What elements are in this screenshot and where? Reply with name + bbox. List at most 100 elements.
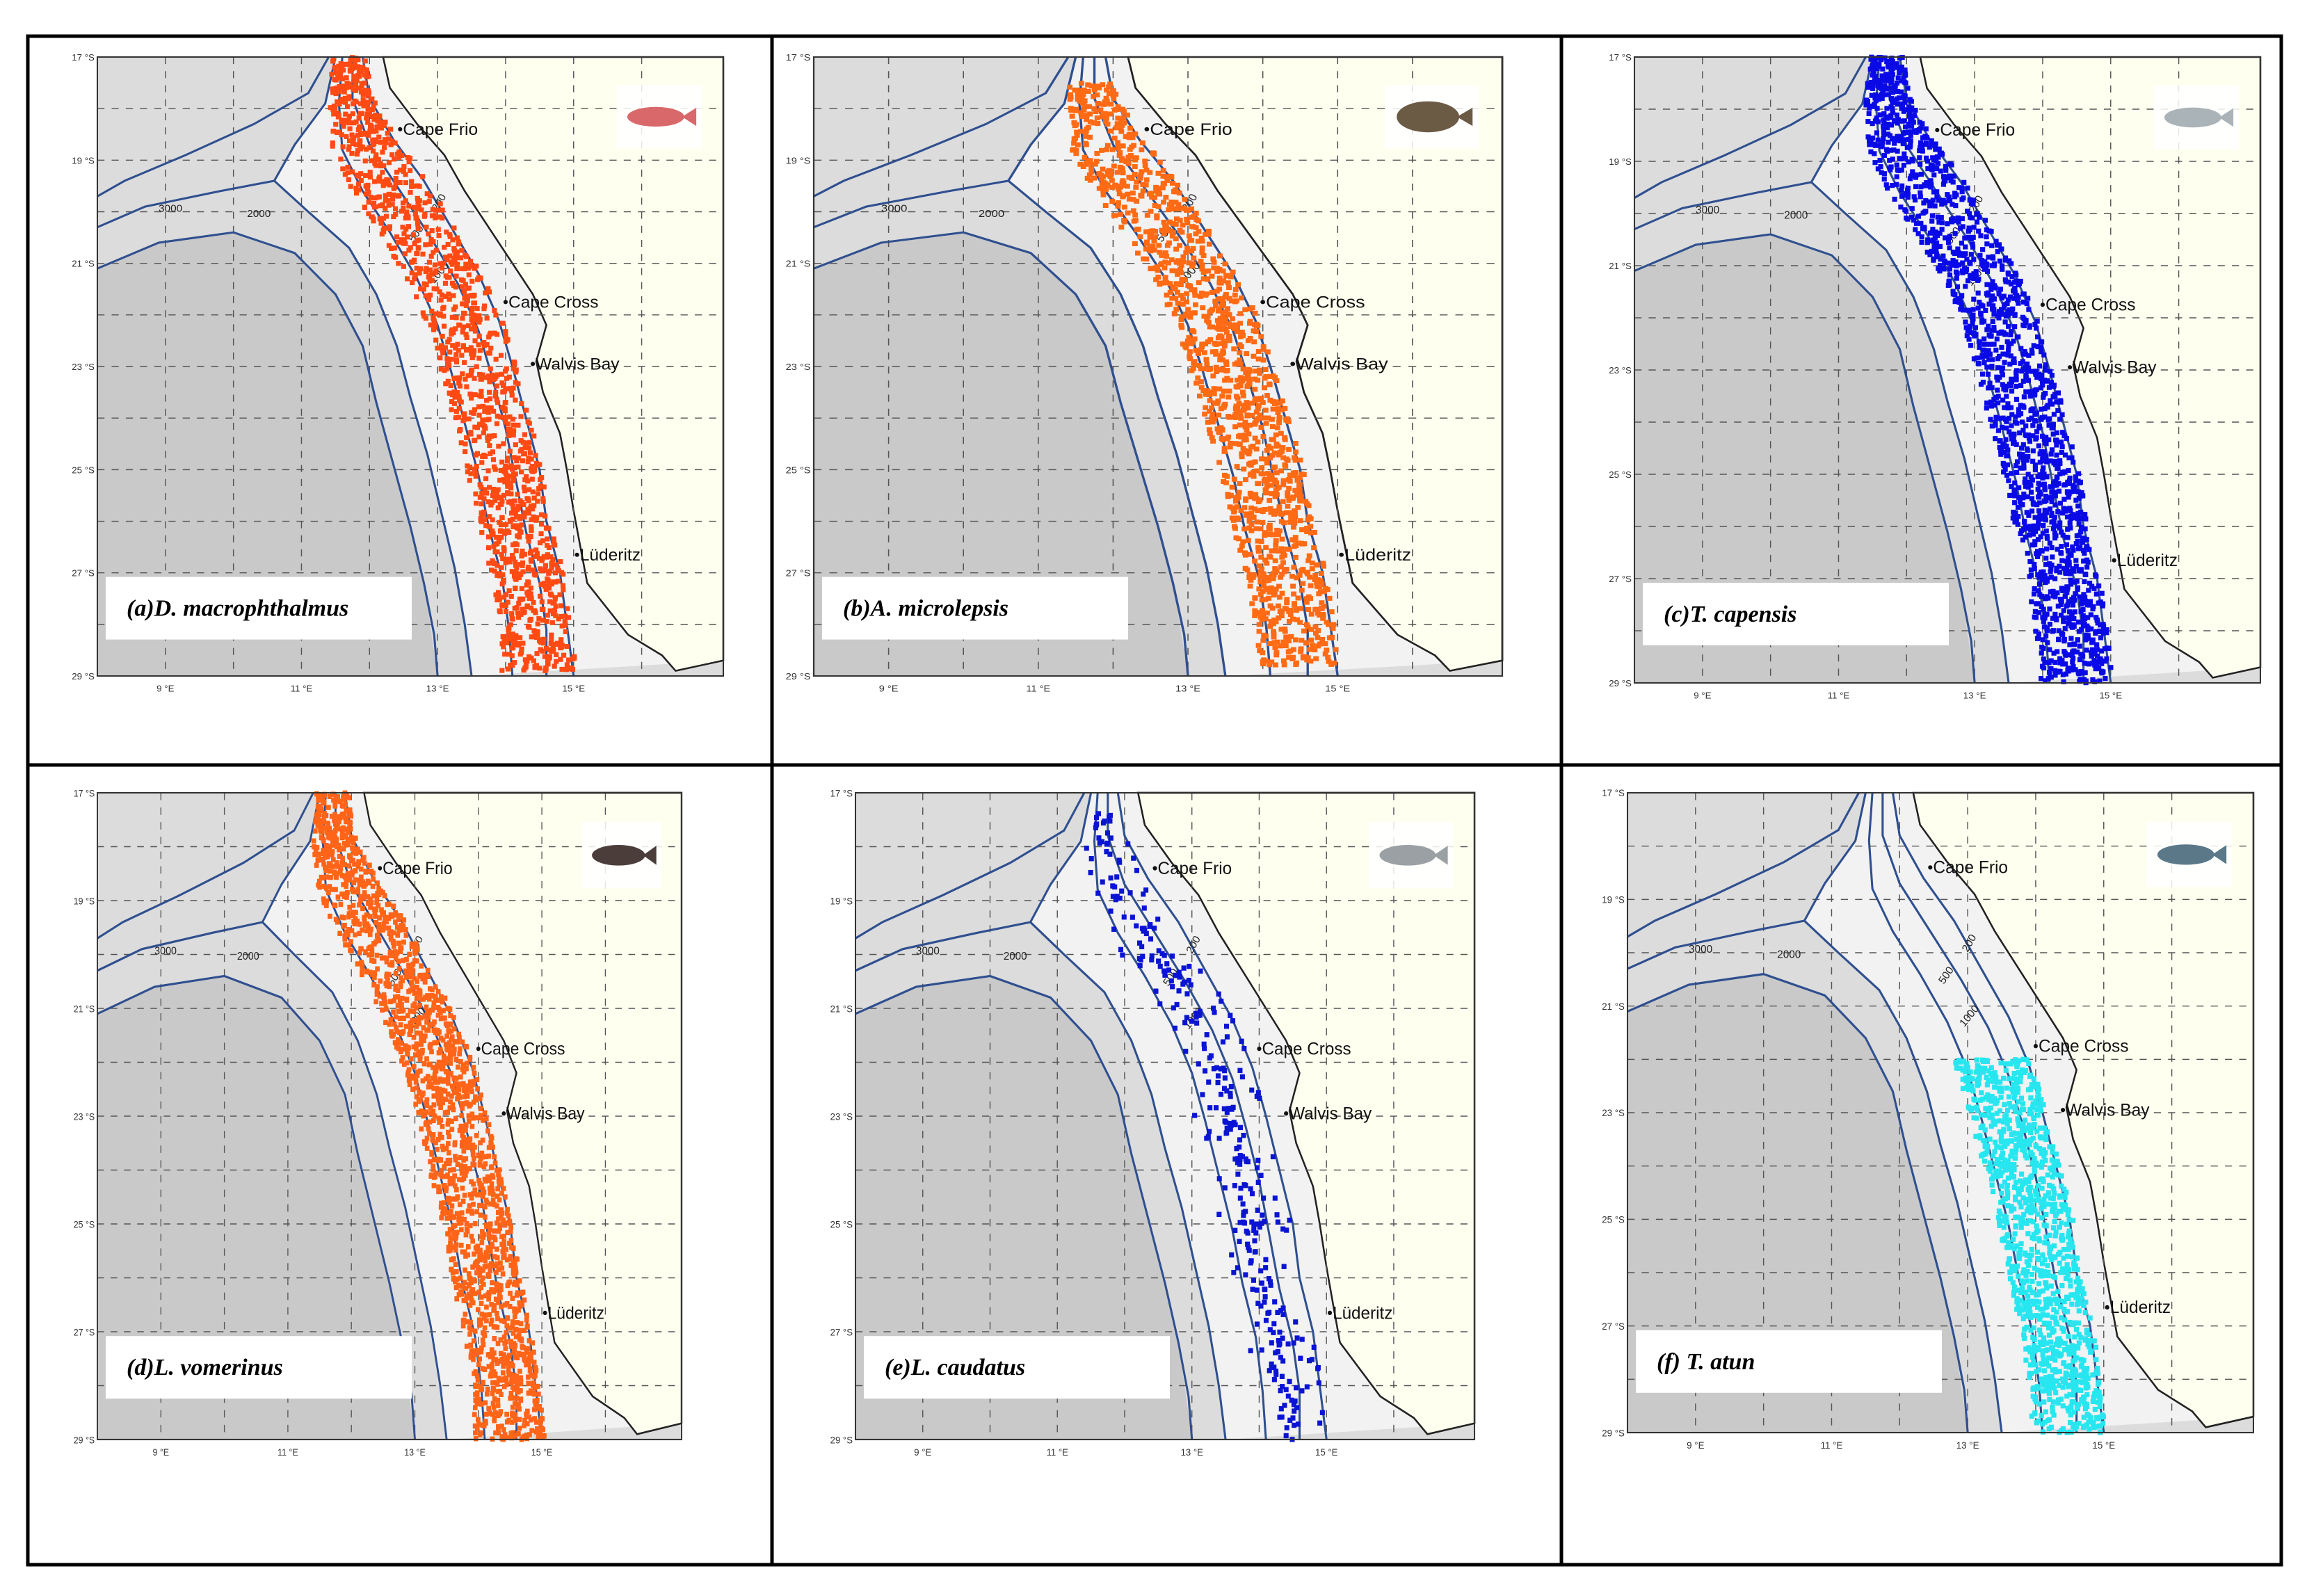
occurrence-point	[1192, 310, 1198, 316]
occurrence-point	[2056, 628, 2061, 634]
occurrence-point	[419, 1042, 424, 1047]
occurrence-point	[2059, 558, 2065, 563]
occurrence-point	[1872, 76, 1878, 82]
occurrence-point	[392, 245, 398, 251]
occurrence-point	[345, 104, 351, 110]
occurrence-point	[1139, 140, 1146, 146]
occurrence-point	[514, 515, 520, 520]
occurrence-point	[2014, 469, 2020, 475]
occurrence-point	[453, 360, 460, 365]
occurrence-point	[1253, 409, 1260, 414]
occurrence-point	[2008, 353, 2013, 359]
occurrence-point	[1109, 147, 1116, 152]
occurrence-point	[1328, 661, 1335, 667]
occurrence-point	[1281, 640, 1287, 646]
occurrence-point	[339, 65, 345, 71]
occurrence-point	[2049, 499, 2055, 504]
occurrence-point	[1890, 110, 1895, 115]
occurrence-point	[1988, 287, 1994, 292]
occurrence-point	[1985, 371, 1991, 377]
occurrence-point	[1907, 113, 1913, 119]
occurrence-point	[329, 72, 335, 77]
occurrence-point	[2052, 523, 2057, 529]
occurrence-point	[1982, 218, 1988, 223]
occurrence-point	[1988, 417, 1993, 422]
occurrence-point	[1246, 518, 1253, 524]
occurrence-point	[1246, 525, 1253, 531]
occurrence-point	[465, 298, 470, 304]
occurrence-point	[1246, 574, 1253, 580]
occurrence-point	[2073, 667, 2078, 672]
place-label-luderitz: Lüderitz	[580, 546, 641, 565]
town-marker	[1260, 300, 1266, 305]
occurrence-point	[1315, 611, 1321, 616]
occurrence-point	[1243, 513, 1249, 518]
occurrence-point	[503, 331, 508, 337]
occurrence-point	[498, 467, 504, 473]
isobath-line	[273, 56, 473, 677]
occurrence-point	[479, 519, 485, 524]
occurrence-point	[1986, 301, 1992, 307]
occurrence-point	[422, 200, 428, 206]
occurrence-point	[1189, 264, 1195, 269]
occurrence-point	[1312, 529, 1317, 535]
occurrence-point	[2057, 471, 2063, 476]
occurrence-point	[1245, 338, 1251, 344]
occurrence-point	[506, 652, 512, 657]
occurrence-point	[2027, 558, 2033, 565]
occurrence-point	[1191, 360, 1197, 365]
occurrence-point	[1977, 299, 1982, 305]
occurrence-point	[374, 988, 380, 994]
occurrence-point	[531, 599, 536, 605]
occurrence-point	[2043, 517, 2048, 523]
occurrence-point	[1245, 373, 1251, 378]
occurrence-point	[1261, 657, 1267, 663]
occurrence-point	[1242, 307, 1248, 312]
occurrence-point	[1923, 142, 1929, 147]
occurrence-point	[1963, 251, 1968, 257]
occurrence-point	[1147, 243, 1153, 250]
occurrence-point	[382, 955, 387, 960]
occurrence-point	[455, 341, 460, 347]
occurrence-point	[423, 293, 428, 298]
occurrence-point	[1184, 299, 1189, 305]
occurrence-point	[1083, 142, 1089, 147]
occurrence-point	[466, 1113, 472, 1119]
occurrence-point	[1280, 455, 1287, 460]
occurrence-point	[1269, 573, 1275, 579]
occurrence-point	[2082, 512, 2088, 517]
occurrence-point	[2042, 513, 2048, 518]
occurrence-point	[1169, 268, 1175, 273]
occurrence-point	[1151, 248, 1157, 253]
occurrence-point	[1240, 389, 1246, 395]
occurrence-point	[2047, 606, 2052, 612]
occurrence-point	[2045, 595, 2051, 601]
occurrence-point	[1974, 219, 1980, 225]
occurrence-point	[1881, 73, 1887, 79]
occurrence-point	[1147, 170, 1153, 175]
occurrence-point	[356, 65, 362, 71]
occurrence-point	[1200, 305, 1206, 311]
occurrence-point	[339, 891, 344, 897]
occurrence-point	[442, 1015, 447, 1021]
occurrence-point	[1273, 432, 1279, 437]
occurrence-point	[1968, 330, 1974, 335]
occurrence-point	[1104, 169, 1111, 175]
occurrence-point	[1228, 492, 1234, 498]
occurrence-point	[1934, 159, 1939, 164]
occurrence-point	[1252, 493, 1258, 499]
occurrence-point	[2002, 449, 2007, 455]
occurrence-point	[1115, 115, 1121, 121]
occurrence-point	[467, 1144, 473, 1150]
occurrence-point	[378, 220, 384, 226]
occurrence-point	[1968, 273, 1973, 278]
occurrence-point	[2073, 541, 2079, 547]
occurrence-point	[496, 593, 501, 598]
occurrence-point	[2077, 480, 2082, 485]
occurrence-point	[365, 88, 371, 93]
occurrence-point	[473, 471, 479, 476]
occurrence-point	[465, 286, 470, 291]
occurrence-point	[1151, 150, 1157, 156]
occurrence-point	[2021, 462, 2027, 467]
occurrence-point	[1135, 226, 1141, 232]
